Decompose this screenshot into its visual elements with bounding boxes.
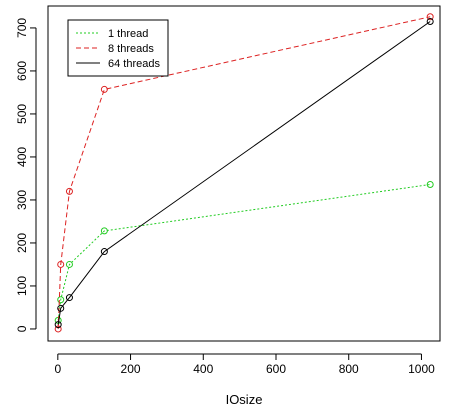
x-tick-label: 1000 — [408, 362, 435, 376]
y-tick-label: 200 — [15, 233, 29, 253]
data-point — [54, 325, 62, 333]
legend-label: 1 thread — [108, 28, 148, 40]
x-tick-label: 400 — [193, 362, 213, 376]
y-tick-label: 500 — [15, 104, 29, 124]
data-point — [57, 296, 65, 304]
x-tick-label: 800 — [339, 362, 359, 376]
series-line — [57, 16, 431, 329]
legend-label: 64 threads — [108, 58, 160, 70]
data-point — [57, 304, 65, 312]
y-tick-label: 100 — [15, 276, 29, 296]
data-point — [100, 248, 108, 256]
axes: 0 200 400 600 800 1000 0 100 200 300 400 500 600 700 I… — [15, 5, 441, 407]
legend-label: 8 threads — [108, 43, 154, 55]
x-axis-title: IOsize — [226, 392, 263, 407]
data-point — [100, 85, 108, 93]
plot-area — [54, 13, 434, 333]
y-tick-label: 0 — [15, 325, 29, 332]
legend: 1 thread 8 threads 64 threads — [67, 19, 169, 77]
data-point — [65, 260, 73, 268]
data-point — [54, 321, 62, 329]
plot-frame — [47, 5, 441, 342]
x-tick-label: 0 — [54, 362, 61, 376]
data-point — [100, 227, 108, 235]
y-tick-label: 300 — [15, 190, 29, 210]
data-point — [65, 294, 73, 302]
x-tick-label: 200 — [121, 362, 141, 376]
y-tick-label: 600 — [15, 61, 29, 81]
series-line — [57, 21, 431, 325]
series-line — [57, 183, 431, 321]
data-point — [65, 187, 73, 195]
x-tick-label: 600 — [266, 362, 286, 376]
y-tick-label: 400 — [15, 147, 29, 167]
data-point — [426, 13, 434, 21]
y-tick-label: 700 — [15, 18, 29, 38]
data-point — [426, 180, 434, 188]
data-point — [57, 260, 65, 268]
data-point — [426, 17, 434, 25]
